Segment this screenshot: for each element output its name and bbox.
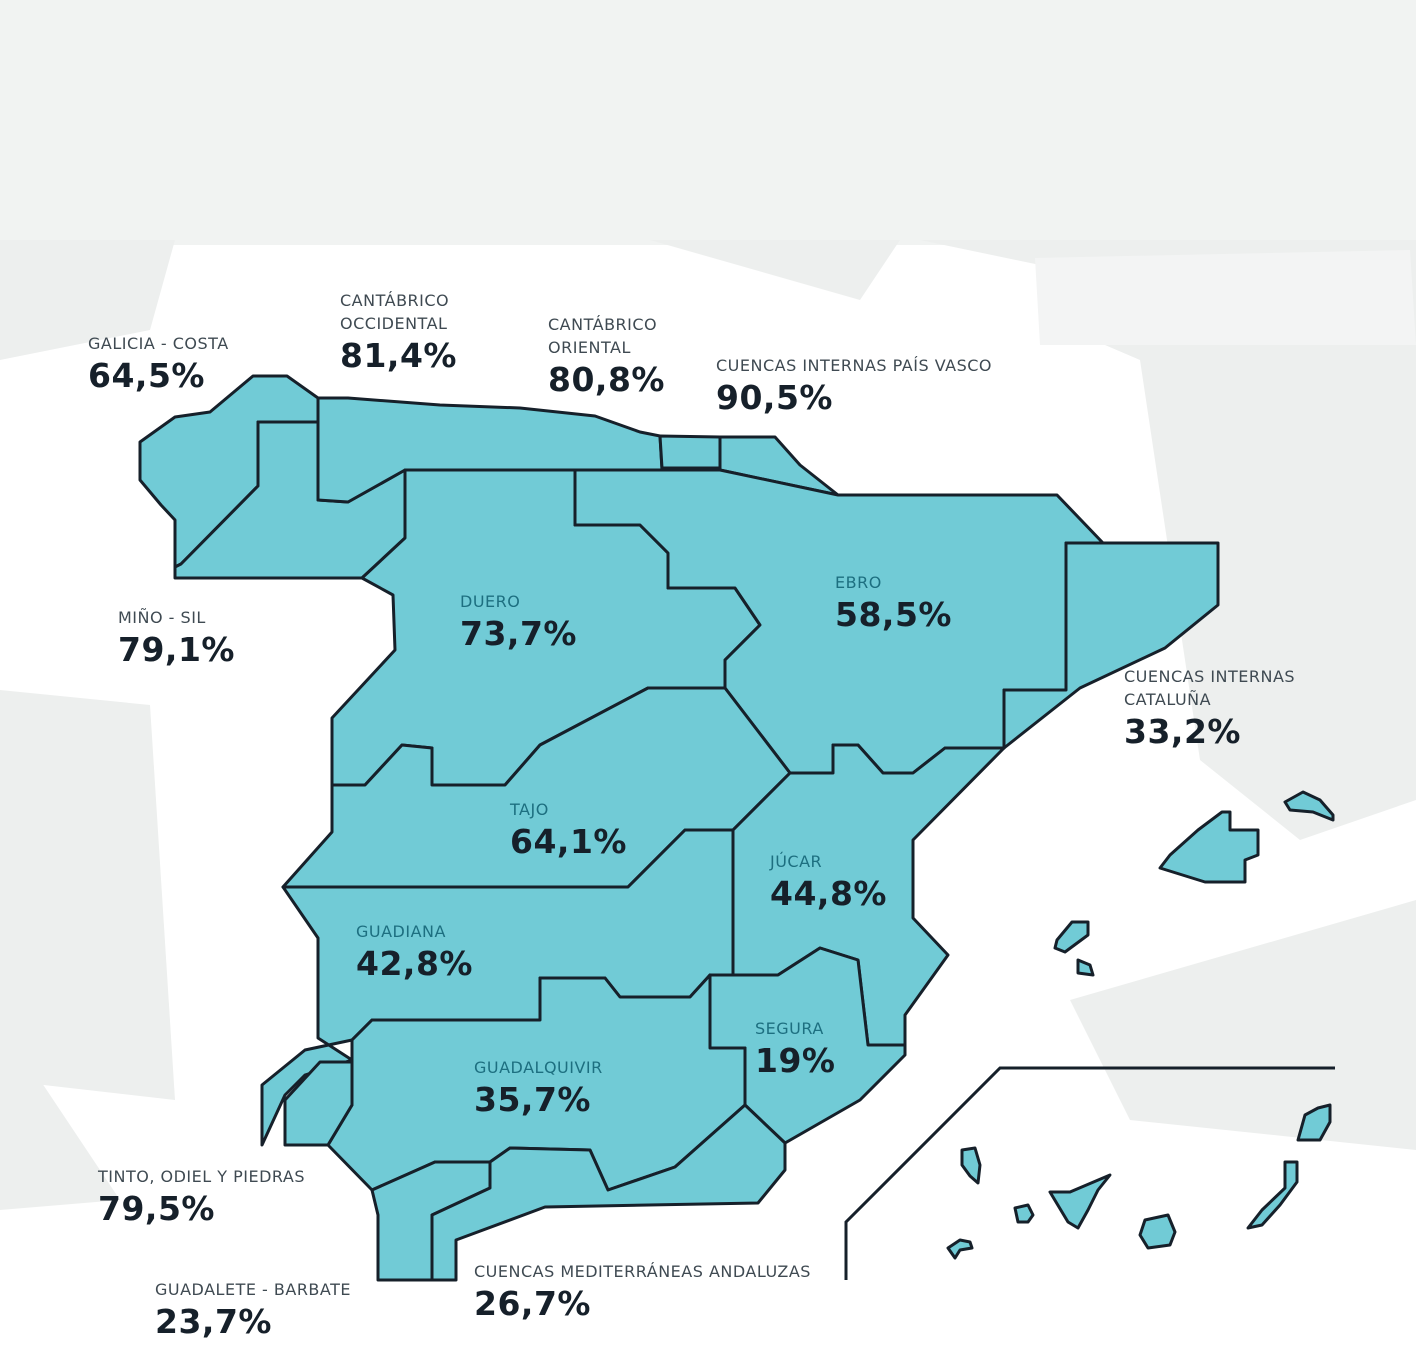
smudge-top-right [1035,250,1416,345]
background-decorative-shapes [0,240,1416,1210]
segura-value: 19% [755,1041,836,1080]
label-guadalquivir: GUADALQUIVIR 35,7% [474,1056,603,1116]
mediterraneas-andaluzas-name: CUENCAS MEDITERRÁNEAS ANDALUZAS [474,1262,811,1281]
pais-vasco-value: 90,5% [716,378,833,417]
region-tinto-odiel-piedras [283,1060,354,1147]
label-guadiana: GUADIANA 42,8% [356,920,473,980]
duero-value: 73,7% [460,614,577,653]
guadiana-name: GUADIANA [356,922,446,941]
region-cantabrico-oriental [658,434,722,470]
label-ebro: EBRO 58,5% [835,571,952,631]
ebro-name: EBRO [835,573,882,592]
guadiana-value: 42,8% [356,944,473,983]
label-cantabrico-occidental: CANTÁBRICO OCCIDENTAL 81,4% [340,289,457,372]
canarias-inset-frame [844,1066,1335,1280]
cantabrico-oriental-value: 80,8% [548,360,665,399]
label-tajo: TAJO 64,1% [510,798,627,858]
guadalquivir-name: GUADALQUIVIR [474,1058,603,1077]
tajo-name: TAJO [510,800,549,819]
cantabrico-occidental-value: 81,4% [340,336,457,375]
ebro-value: 58,5% [835,595,952,634]
island-menorca [1283,790,1335,822]
label-galicia-costa: GALICIA - COSTA 64,5% [88,332,229,392]
cantabrico-occidental-name-line2: OCCIDENTAL [340,314,448,333]
label-jucar: JÚCAR 44,8% [770,850,887,910]
galicia-costa-value: 64,5% [88,356,205,395]
region-pais-vasco [718,435,840,497]
cataluna-name-line1: CUENCAS INTERNAS [1124,667,1296,686]
region-mediterraneas-andaluzas [430,1103,787,1282]
island-gran-canaria [1138,1213,1177,1250]
island-la-palma [960,1146,982,1185]
mediterraneas-andaluzas-value: 26,7% [474,1284,591,1323]
label-tinto-odiel-piedras: TINTO, ODIEL Y PIEDRAS 79,5% [98,1165,305,1225]
galicia-costa-name: GALICIA - COSTA [88,334,229,353]
basin-regions [138,374,1335,1282]
guadalete-barbate-value: 23,7% [155,1302,272,1341]
island-fuerteventura [1246,1160,1299,1230]
cantabrico-oriental-name-line1: CANTÁBRICO [548,315,658,334]
jucar-value: 44,8% [770,874,887,913]
pais-vasco-name: CUENCAS INTERNAS PAÍS VASCO [716,356,992,375]
label-cantabrico-oriental: CANTÁBRICO ORIENTAL 80,8% [548,313,665,396]
island-el-hierro [946,1238,974,1260]
label-pais-vasco: CUENCAS INTERNAS PAÍS VASCO 90,5% [716,354,992,414]
island-la-gomera [1013,1203,1035,1224]
island-tenerife [1048,1173,1112,1230]
island-formentera [1076,958,1095,977]
label-mino-sil: MIÑO - SIL 79,1% [118,606,235,666]
jucar-name: JÚCAR [770,852,823,871]
guadalete-barbate-name: GUADALETE - BARBATE [155,1280,351,1299]
background-top-band [0,0,1416,245]
label-cataluna: CUENCAS INTERNAS CATALUÑA 33,2% [1124,665,1295,748]
label-duero: DUERO 73,7% [460,590,577,650]
island-ibiza [1053,920,1090,954]
cantabrico-oriental-name-line2: ORIENTAL [548,338,631,357]
region-cataluna [1002,541,1220,750]
duero-name: DUERO [460,592,521,611]
label-segura: SEGURA 19% [755,1017,836,1077]
mino-sil-value: 79,1% [118,630,235,669]
segura-name: SEGURA [755,1019,824,1038]
tajo-value: 64,1% [510,822,627,861]
guadalquivir-value: 35,7% [474,1080,591,1119]
cataluna-value: 33,2% [1124,712,1241,751]
cataluna-name-line2: CATALUÑA [1124,690,1212,709]
cantabrico-occidental-name-line1: CANTÁBRICO [340,291,450,310]
tinto-odiel-piedras-name: TINTO, ODIEL Y PIEDRAS [98,1167,305,1186]
mino-sil-name: MIÑO - SIL [118,608,206,627]
island-lanzarote [1296,1103,1332,1142]
island-mallorca [1158,810,1260,884]
label-mediterraneas-andaluzas: CUENCAS MEDITERRÁNEAS ANDALUZAS 26,7% [474,1260,811,1320]
tinto-odiel-piedras-value: 79,5% [98,1189,215,1228]
label-guadalete-barbate: GUADALETE - BARBATE 23,7% [155,1278,351,1338]
